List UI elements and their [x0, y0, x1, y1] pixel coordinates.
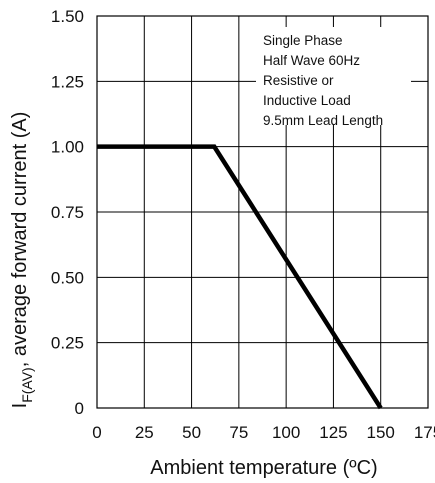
- y-axis-title-subscript: F(AV): [19, 367, 35, 403]
- y-tick-label-0: 0: [75, 399, 84, 418]
- y-tick-label-1.25: 1.25: [51, 72, 84, 91]
- annotation-box: Single Phase Half Wave 60Hz Resistive or…: [256, 27, 411, 128]
- x-tick-label-0: 0: [92, 423, 101, 442]
- x-tick-label-125: 125: [319, 423, 347, 442]
- y-axis-title-main: I: [9, 403, 31, 409]
- y-tick-label-1.50: 1.50: [51, 7, 84, 26]
- x-axis-title: Ambient temperature (ºC): [150, 457, 377, 479]
- x-tick-label-25: 25: [135, 423, 154, 442]
- tick-labels: 0 25 50 75 100 125 150 175 0 0.25 0.50 0.75 1.00 1.25…: [51, 7, 435, 442]
- series-layer: [97, 144, 383, 410]
- plot-frame: [96, 15, 429, 409]
- y-tick-label-0.25: 0.25: [51, 334, 84, 353]
- y-axis-title: IF(AV), average forward current (A): [9, 112, 35, 409]
- y-axis-title-rest: , average forward current (A): [9, 112, 31, 368]
- x-tick-label-50: 50: [182, 423, 201, 442]
- grid: [96, 15, 429, 409]
- x-tick-label-175: 175: [414, 423, 435, 442]
- annotation-line-1: Single Phase: [263, 33, 343, 48]
- y-tick-label-1.00: 1.00: [51, 138, 84, 157]
- x-tick-label-150: 150: [367, 423, 395, 442]
- derating-curve-line: [97, 144, 383, 410]
- y-tick-label-0.75: 0.75: [51, 203, 84, 222]
- annotation-line-2: Half Wave 60Hz: [263, 53, 360, 68]
- annotation-line-3: Resistive or: [263, 73, 334, 88]
- annotation-background: [256, 27, 411, 125]
- y-tick-label-0.50: 0.50: [51, 268, 84, 287]
- annotation-line-5: 9.5mm Lead Length: [263, 113, 383, 128]
- x-tick-label-75: 75: [229, 423, 248, 442]
- x-tick-label-100: 100: [272, 423, 300, 442]
- annotation-line-4: Inductive Load: [263, 93, 351, 108]
